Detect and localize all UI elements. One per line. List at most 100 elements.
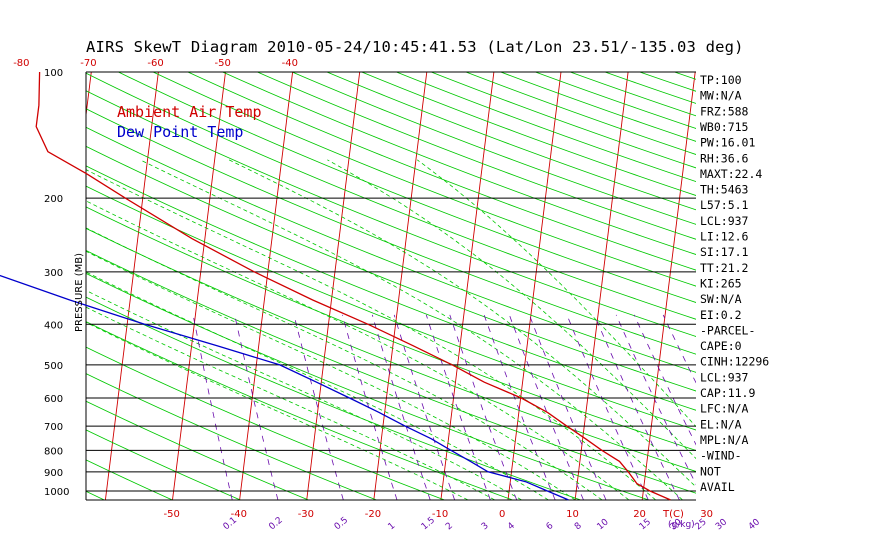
sounding-index-label: TH:5463 <box>700 183 749 197</box>
mixing-ratio-label: 10 <box>596 517 611 532</box>
sounding-index-label: LI:12.6 <box>700 230 749 244</box>
dry-adiabat-line <box>292 72 696 225</box>
mixing-ratio-label: 6 <box>545 521 556 533</box>
mixing-ratio-line <box>449 314 518 500</box>
sounding-index-label: MPL:N/A <box>700 433 749 447</box>
sounding-index-label: EI:0.2 <box>700 308 742 322</box>
dry-adiabat-line <box>86 321 513 500</box>
top-temp-tick-label: -70 <box>80 58 96 69</box>
sounding-index-label: L57:5.1 <box>700 198 749 212</box>
isotherm-line <box>507 72 562 500</box>
sounding-index-label: FRZ:588 <box>700 104 749 118</box>
pressure-tick-label: 800 <box>44 446 63 457</box>
dewpoint-profile-line <box>0 274 569 501</box>
isotherm-line <box>641 72 696 500</box>
y-axis-label: PRESSURE (MB) <box>74 253 85 332</box>
mixing-ratio-label: 40 <box>747 517 762 532</box>
sounding-index-label: LCL:937 <box>700 214 749 228</box>
pressure-tick-label: 700 <box>44 422 63 433</box>
dry-adiabat-line <box>86 272 649 500</box>
mixing-ratio-line <box>529 314 607 500</box>
mixing-ratio-line <box>371 314 431 500</box>
dry-adiabat-line <box>86 400 309 500</box>
isotherm-line <box>373 72 428 500</box>
top-temp-tick-label: -60 <box>147 58 163 69</box>
dry-adiabat-line <box>86 206 696 451</box>
isotherm-line <box>239 72 294 500</box>
dry-adiabat-line <box>86 108 696 355</box>
dry-adiabat-line <box>326 72 696 211</box>
bottom-temp-tick-label: -40 <box>231 509 247 520</box>
mixing-ratio-label: 0.5 <box>333 515 350 532</box>
pressure-tick-label: 100 <box>44 68 63 79</box>
sounding-index-label: EL:N/A <box>700 417 742 431</box>
dry-adiabat-line <box>431 72 696 169</box>
dry-adiabat-line <box>86 72 696 320</box>
sounding-index-label: TT:21.2 <box>700 261 748 275</box>
mixing-ratio-line <box>393 314 455 500</box>
top-temp-tick-label: -50 <box>215 58 231 69</box>
mixing-ratio-label: 1 <box>386 521 397 532</box>
mixing-ratio-line <box>566 314 649 500</box>
sounding-index-label: CAPE:0 <box>700 339 742 353</box>
sounding-index-label: SI:17.1 <box>700 245 749 259</box>
pressure-tick-label: 900 <box>44 468 63 479</box>
sounding-index-label: KI:265 <box>700 276 742 290</box>
bottom-temp-tick-label: -20 <box>365 509 381 520</box>
moist-adiabat-line <box>416 159 696 428</box>
mixing-ratio-label: 4 <box>506 521 517 533</box>
dry-adiabat-line <box>118 72 696 303</box>
moist-adiabat-line <box>86 271 549 500</box>
sounding-index-label: -WIND- <box>700 449 742 463</box>
bottom-temp-tick-label: 0 <box>499 509 505 520</box>
sounding-index-label: MAXT:22.4 <box>700 167 762 181</box>
dry-adiabat-line <box>86 373 377 500</box>
mixing-ratio-line <box>594 314 680 500</box>
mixing-ratio-label: 30 <box>714 517 729 532</box>
dry-adiabat-line <box>86 185 696 431</box>
isotherm-line <box>104 72 159 500</box>
dry-adiabat-line <box>86 90 696 337</box>
mixing-ratio-unit-label: (g/kg) <box>668 520 695 530</box>
sounding-index-label: WB0:715 <box>700 120 748 134</box>
dry-adiabat-line <box>465 72 696 155</box>
legend-ambient-air-temp: Ambient Air Temp <box>117 103 262 121</box>
sounding-index-label: CAP:11.9 <box>700 386 755 400</box>
pressure-tick-label: 1000 <box>44 487 69 498</box>
temperature-profile-line <box>35 71 671 501</box>
mixing-ratio-label: 0.2 <box>267 515 284 532</box>
dry-adiabat-line <box>152 72 696 287</box>
dry-adiabat-line <box>361 72 696 197</box>
mixing-ratio-line <box>425 314 491 500</box>
dry-adiabat-line <box>86 490 105 500</box>
moist-adiabat-line <box>86 306 495 500</box>
top-temp-tick-label: -80 <box>13 58 29 69</box>
sounding-index-label: TP:100 <box>700 73 742 87</box>
moist-adiabat-line <box>327 159 696 460</box>
sounding-index-label: CINH:12296 <box>700 355 769 369</box>
dry-adiabat-line <box>86 296 581 500</box>
dry-adiabat-line <box>86 346 445 500</box>
isotherm-line <box>574 72 629 500</box>
mixing-ratio-label: 2 <box>444 521 455 532</box>
dry-adiabat-line <box>222 72 696 256</box>
mixing-ratio-label: 3 <box>480 521 491 532</box>
sounding-index-label: NOT <box>700 464 721 478</box>
isotherm-line <box>0 72 24 500</box>
mixing-ratio-line <box>293 314 344 500</box>
bottom-temp-tick-label: 10 <box>566 509 579 520</box>
bottom-temp-tick-label: -30 <box>298 509 314 520</box>
sounding-index-label: MW:N/A <box>700 89 742 103</box>
bottom-temp-tick-label: -50 <box>164 509 180 520</box>
dry-adiabat-line <box>500 72 696 142</box>
isotherm-line <box>776 72 829 500</box>
chart-title: AIRS SkewT Diagram 2010-05-24/10:45:41.5… <box>86 38 744 56</box>
sounding-index-label: -PARCEL- <box>700 323 755 337</box>
bottom-temp-tick-label: -10 <box>432 509 448 520</box>
dry-adiabat-line <box>187 72 696 271</box>
dry-adiabat-line <box>86 165 696 411</box>
pressure-tick-label: 300 <box>44 268 63 279</box>
mixing-ratio-line <box>342 314 398 500</box>
moist-adiabat-line <box>139 159 683 500</box>
